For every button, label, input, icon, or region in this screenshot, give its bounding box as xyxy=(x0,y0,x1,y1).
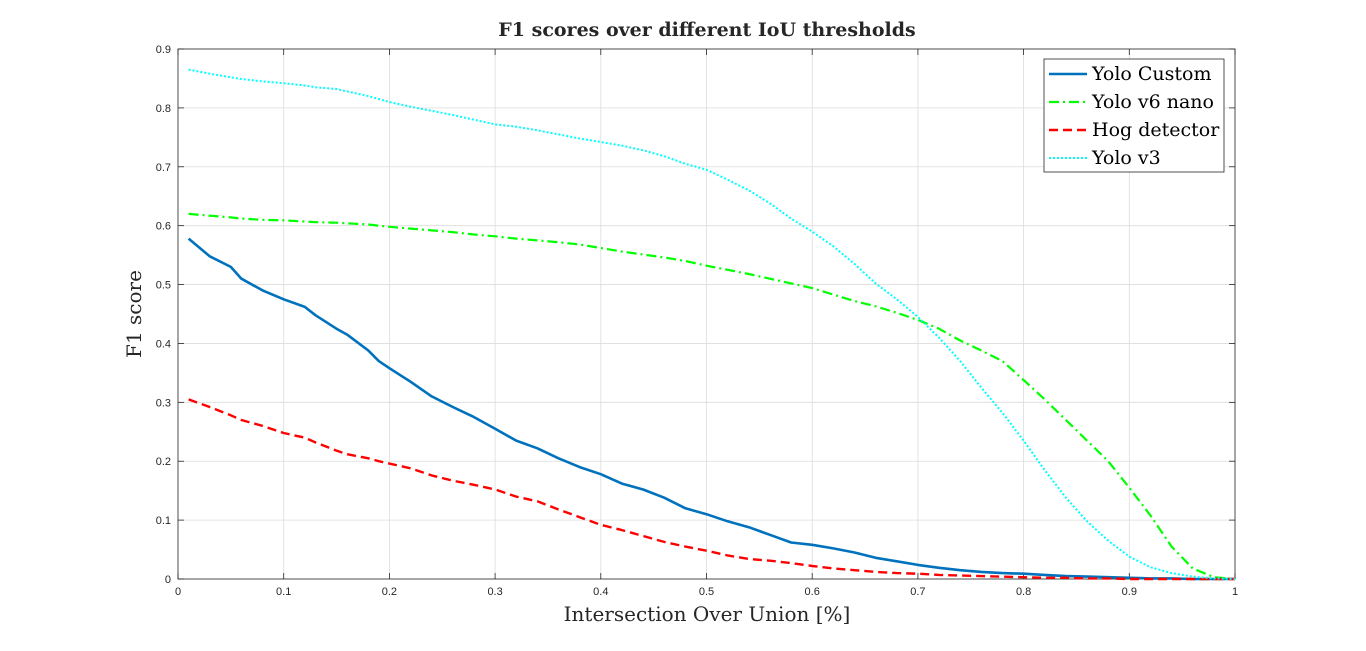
legend-entry-label: Hog detector xyxy=(1092,119,1220,141)
legend-entry-label: Yolo v6 nano xyxy=(1091,91,1214,113)
x-axis-ticks: 0 0.1 0.2 0.3 0.4 0.5 0.6 0.7 0.8 0.9 1 xyxy=(175,49,1238,598)
legend: Yolo Custom Yolo v6 nano Hog detector Yolo … xyxy=(1043,58,1225,173)
series-line-yolo-custom xyxy=(187,237,1235,581)
series-lines xyxy=(187,68,1236,581)
x-tick-label: 0.8 xyxy=(1016,586,1031,598)
series-line-yolo-v3 xyxy=(188,68,1236,580)
y-tick-label: 0.6 xyxy=(156,221,171,233)
x-tick-label: 0.4 xyxy=(593,586,608,598)
y-tick-label: 0 xyxy=(165,574,171,586)
y-tick-label: 0.5 xyxy=(156,280,171,292)
x-tick-label: 0 xyxy=(175,586,181,598)
y-tick-label: 0.3 xyxy=(156,397,171,409)
y-axis-label: F1 score xyxy=(122,270,146,358)
chart-title: F1 scores over different IoU thresholds xyxy=(498,19,915,41)
x-tick-label: 0.1 xyxy=(276,586,291,598)
y-tick-label: 0.9 xyxy=(156,44,171,56)
legend-entry-label: Yolo Custom xyxy=(1091,63,1212,85)
y-tick-label: 0.2 xyxy=(156,456,171,468)
y-axis-ticks: 0 0.1 0.2 0.3 0.4 0.5 0.6 0.7 0.8 0.9 xyxy=(156,44,1235,586)
y-tick-label: 0.8 xyxy=(156,103,171,115)
y-tick-label: 0.1 xyxy=(156,515,171,527)
x-tick-label: 0.7 xyxy=(910,586,925,598)
series-line-hog-detector xyxy=(188,398,1235,581)
x-tick-label: 0.5 xyxy=(699,586,714,598)
x-tick-label: 0.3 xyxy=(487,586,502,598)
y-tick-label: 0.4 xyxy=(156,338,171,350)
y-tick-label: 0.7 xyxy=(156,162,171,174)
x-tick-label: 0.6 xyxy=(805,586,820,598)
x-tick-label: 0.9 xyxy=(1122,586,1137,598)
x-tick-label: 1 xyxy=(1232,586,1238,598)
legend-box xyxy=(1043,58,1225,173)
legend-entry-label: Yolo v3 xyxy=(1091,147,1161,169)
x-tick-label: 0.2 xyxy=(382,586,397,598)
series-line-yolo-v6-nano xyxy=(188,212,1236,581)
x-axis-label: Intersection Over Union [%] xyxy=(564,602,851,626)
